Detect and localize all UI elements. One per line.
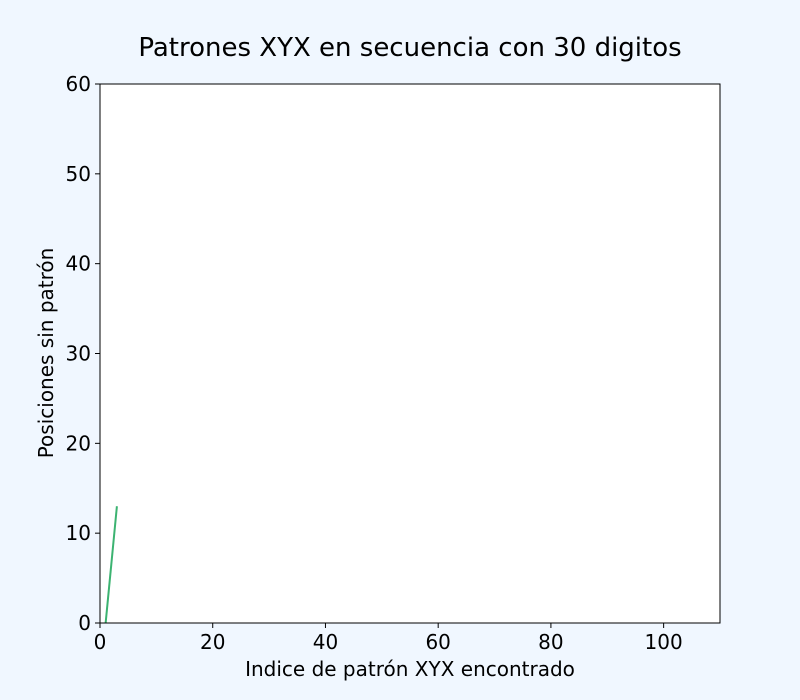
y-tick-label: 30	[66, 342, 91, 366]
x-tick-label: 20	[200, 630, 225, 654]
y-tick-label: 10	[66, 521, 91, 545]
y-tick-label: 60	[66, 72, 91, 96]
y-tick-label: 20	[66, 431, 91, 455]
x-tick-label: 0	[94, 630, 107, 654]
series-layer	[104, 506, 118, 624]
chart-title: Patrones XYX en secuencia con 30 digitos	[138, 33, 681, 63]
x-tick-label: 80	[538, 630, 563, 654]
x-axis-label: Indice de patrón XYX encontrado	[245, 657, 575, 681]
x-tick-label: 40	[313, 630, 338, 654]
y-tick-label: 0	[78, 611, 91, 635]
x-tick-label: 100	[645, 630, 683, 654]
x-axis-ticks: 0 20 40 60 80 100	[94, 623, 683, 654]
plot-area	[100, 84, 720, 623]
x-tick-label: 60	[425, 630, 450, 654]
series-line-posiciones	[104, 506, 118, 624]
y-axis-ticks: 0 10 20 30 40 50 60	[66, 72, 100, 635]
y-tick-label: 40	[66, 252, 91, 276]
y-axis-label: Posiciones sin patrón	[34, 248, 58, 459]
y-tick-label: 50	[66, 162, 91, 186]
